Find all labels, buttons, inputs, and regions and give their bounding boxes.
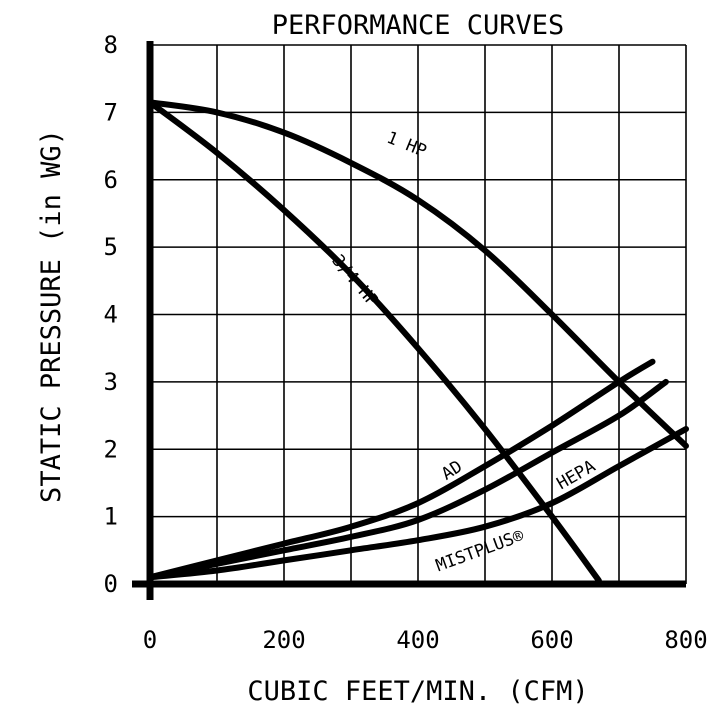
- x-tick-label: 800: [664, 626, 707, 654]
- grid: [149, 44, 687, 585]
- series-line-1-hp: [147, 99, 689, 449]
- y-tick-label: 6: [104, 166, 118, 194]
- y-tick-label: 7: [104, 98, 118, 126]
- y-axis-label: STATIC PRESSURE (in WG): [36, 129, 67, 503]
- series-label-1-hp: 1 HP: [384, 128, 429, 162]
- y-tick-label: 1: [104, 503, 118, 531]
- y-tick-label: 0: [104, 570, 118, 598]
- y-tick-label: 5: [104, 233, 118, 261]
- x-tick-label: 400: [396, 626, 439, 654]
- series-lines: [147, 99, 689, 584]
- x-axis-label: CUBIC FEET/MIN. (CFM): [247, 676, 588, 707]
- y-tick-label: 3: [104, 368, 118, 396]
- x-tick-label: 200: [262, 626, 305, 654]
- series-line-ad: [147, 358, 656, 581]
- y-tick-label: 8: [104, 31, 118, 59]
- axes: [132, 41, 686, 600]
- y-tick-labels: 0 1 2 3 4 5 6 7 8: [104, 31, 118, 598]
- y-tick-label: 2: [104, 435, 118, 463]
- y-tick-label: 4: [104, 301, 118, 329]
- x-tick-labels: 0 200 400 600 800: [143, 626, 708, 654]
- series-line-hepa: [147, 378, 669, 581]
- x-tick-label: 600: [530, 626, 573, 654]
- series-line-mistplus: [147, 426, 689, 581]
- chart-title: PERFORMANCE CURVES: [272, 10, 565, 41]
- x-tick-label: 0: [143, 626, 157, 654]
- series-label-3-4-hp: 3/4 HP: [327, 251, 382, 311]
- series-line-3-4-hp: [147, 99, 602, 584]
